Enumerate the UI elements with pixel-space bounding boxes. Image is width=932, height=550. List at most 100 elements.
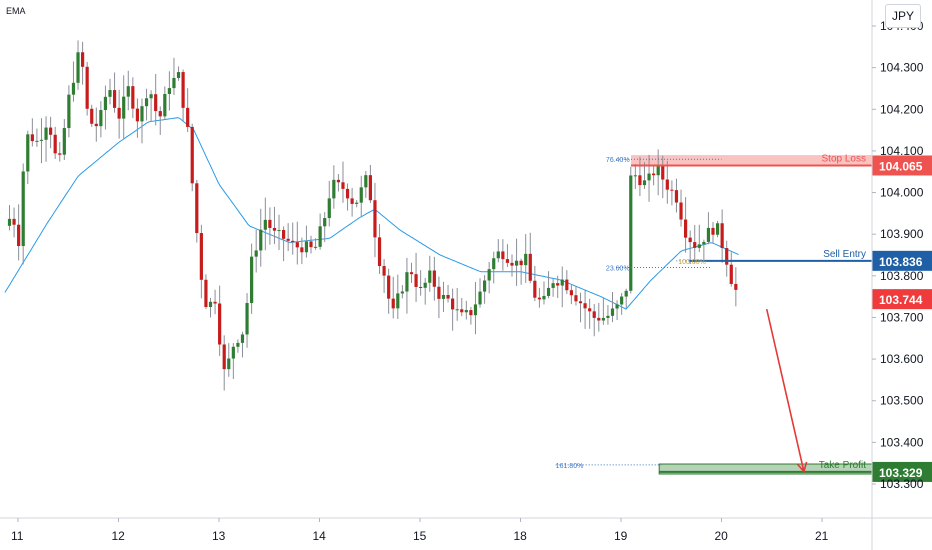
candle-body <box>396 293 400 309</box>
x-tick-label: 19 <box>614 529 628 543</box>
projection-arrow <box>765 308 808 474</box>
candle-body <box>478 291 482 305</box>
candle-body <box>7 218 12 226</box>
candle-body <box>62 128 66 155</box>
candle-body <box>359 187 363 203</box>
candle-body <box>240 334 245 343</box>
candle-body <box>428 270 432 283</box>
candle-body <box>729 264 733 284</box>
candle-body <box>629 175 633 291</box>
candle-body <box>53 134 57 154</box>
candle-body <box>469 310 473 316</box>
candle-body <box>318 226 322 247</box>
stop-loss-price-label: 104.065 <box>879 159 923 173</box>
candle-body <box>12 218 16 225</box>
candle-body <box>204 279 208 308</box>
candle-body <box>720 223 724 249</box>
candle-body <box>569 290 573 296</box>
x-tick-label: 15 <box>413 529 427 543</box>
candle-body <box>565 279 569 291</box>
candle-body <box>345 188 350 199</box>
candle-body <box>186 107 190 127</box>
candle-body <box>473 304 478 316</box>
y-tick-label: 103.800 <box>880 269 924 283</box>
currency-button[interactable]: JPY <box>885 4 921 28</box>
ema-path <box>4 117 739 310</box>
candle-body <box>505 259 510 263</box>
candle-body <box>620 296 624 305</box>
candle-body <box>391 298 395 309</box>
candle-body <box>414 274 418 287</box>
candle-body <box>597 317 601 321</box>
fib-label: 161.80% <box>556 463 584 470</box>
candle-body <box>355 202 359 204</box>
candle-body <box>295 242 299 248</box>
candle-body <box>706 227 711 242</box>
candle-body <box>524 253 528 266</box>
candle-body <box>464 310 468 313</box>
x-tick-label: 13 <box>212 529 226 543</box>
candle-body <box>606 315 610 318</box>
candle-body <box>304 241 309 253</box>
candle-body <box>71 82 76 95</box>
candle-body <box>122 96 126 119</box>
candle-body <box>734 283 738 290</box>
candle-body <box>496 251 500 259</box>
candle-body <box>364 175 368 188</box>
candle-body <box>446 294 450 299</box>
candle-body <box>409 272 414 275</box>
y-tick-label: 104.200 <box>880 102 924 116</box>
candle-body <box>492 258 496 270</box>
current-price-tag <box>872 289 932 310</box>
candle-body <box>368 175 372 201</box>
candle-body <box>560 279 564 286</box>
candle-body <box>615 304 619 309</box>
candle-body <box>103 96 108 111</box>
candle-body <box>213 301 217 304</box>
candle-body <box>190 126 194 184</box>
candle-body <box>441 294 446 299</box>
candle-body <box>638 175 642 186</box>
candle-body <box>697 244 701 248</box>
candle-body <box>533 280 537 298</box>
candle-body <box>231 346 235 359</box>
candle-body <box>451 298 455 310</box>
candle-body <box>350 198 354 204</box>
y-tick-label: 103.500 <box>880 394 924 408</box>
sell-entry-label: Sell Entry <box>823 249 866 260</box>
arrow-head <box>796 461 808 474</box>
candle-body <box>259 229 263 251</box>
candle-body <box>99 110 103 127</box>
candle-body <box>108 90 112 97</box>
candle-body <box>542 295 546 300</box>
y-tick-label: 103.900 <box>880 227 924 241</box>
candle-body <box>49 127 53 135</box>
candle-body <box>482 280 487 292</box>
candle-body <box>693 242 697 248</box>
candle-body <box>437 286 441 299</box>
candlesticks <box>7 40 738 391</box>
candle-body <box>268 219 272 228</box>
candle-body <box>85 66 89 109</box>
candle-body <box>400 291 404 294</box>
y-tick-label: 103.700 <box>880 310 924 324</box>
candle-body <box>286 238 290 241</box>
take-profit-label: Take Profit <box>819 460 866 471</box>
candle-body <box>208 301 213 308</box>
arrow-shaft <box>765 308 805 472</box>
sell-entry-price-tag <box>872 250 932 271</box>
candle-body <box>633 175 637 177</box>
time-axis: 11 12 13 14 15 18 19 20 21 <box>0 517 932 543</box>
candle-body <box>419 286 423 288</box>
x-tick-label: 20 <box>715 529 729 543</box>
indicator-label[interactable]: EMA <box>6 6 26 16</box>
candle-body <box>588 308 592 312</box>
candle-body <box>583 303 587 309</box>
candle-body <box>652 173 656 176</box>
candle-body <box>387 275 391 299</box>
take-profit-price-tag <box>872 461 932 482</box>
y-tick-label: 104.300 <box>880 61 924 75</box>
candle-body <box>126 86 130 97</box>
trade-levels: Stop Loss 104.065 Sell Entry 103.836 Take Pr… <box>631 153 932 482</box>
